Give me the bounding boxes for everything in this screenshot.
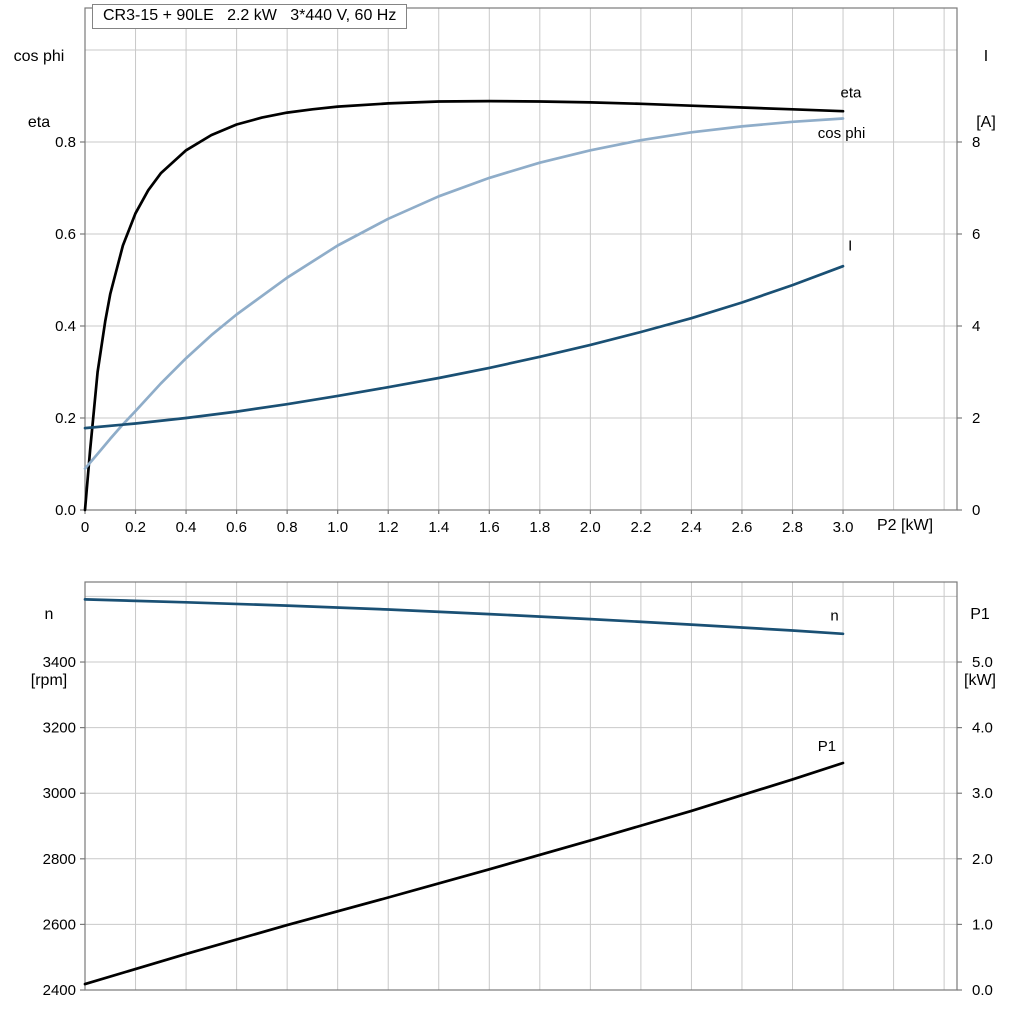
x-axis-tick-label: 0 — [81, 519, 89, 536]
bottom-left-axis-title: n [rpm] — [16, 560, 82, 736]
right-axis-tick-label: 2.0 — [972, 851, 993, 868]
left-axis-tick-label: 3200 — [43, 720, 76, 737]
top-left-axis-title: cos phi eta — [6, 2, 72, 178]
x-axis-tick-label: 2.4 — [681, 519, 702, 536]
speed-unit-label: [rpm] — [30, 672, 68, 689]
curve-label-eta: eta — [841, 84, 863, 101]
curve-current — [83, 264, 845, 430]
left-axis-tick-label: 0.0 — [55, 502, 76, 519]
curve-label-p1: P1 — [818, 738, 836, 755]
left-axis-tick-label: 0.2 — [55, 410, 76, 427]
curve-speed — [83, 598, 845, 636]
left-axis-tick-label: 3400 — [43, 654, 76, 671]
left-axis-tick-label: 0.8 — [55, 134, 76, 151]
right-axis-tick-label: 3.0 — [972, 785, 993, 802]
curve-eta — [83, 99, 845, 512]
curve-p1 — [83, 761, 845, 986]
x-axis-tick-label: 1.0 — [327, 519, 348, 536]
left-axis-tick-label: 2400 — [43, 982, 76, 999]
x-axis-tick-label: 2.6 — [732, 519, 753, 536]
x-axis-tick-label: 2.2 — [630, 519, 651, 536]
right-axis-tick-label: 8 — [972, 134, 980, 151]
current-axis-label: I — [983, 48, 989, 65]
left-axis-tick-label: 0.4 — [55, 318, 76, 335]
top-chart: 0.0 0.2 0.4 0.6 0.8 0 2 4 6 8 0 0.2 0.4 0.6 0.8 1.0 1.2 1… — [55, 7, 980, 536]
x-axis-tick-label: 2.0 — [580, 519, 601, 536]
right-axis-tick-label: 0.0 — [972, 982, 993, 999]
x-axis-tick-label: 3.0 — [833, 519, 854, 536]
x-axis-tick-label: 1.6 — [479, 519, 500, 536]
curve-label-speed: n — [830, 607, 838, 624]
x-axis-tick-label: 1.8 — [529, 519, 550, 536]
x-axis-tick-label: 1.4 — [428, 519, 449, 536]
x-axis-label: P2 [kW] — [877, 517, 934, 534]
speed-axis-label: n — [44, 606, 54, 623]
right-axis-tick-label: 6 — [972, 226, 980, 243]
plot-frame — [84, 7, 958, 511]
plot-frame — [84, 581, 958, 991]
left-axis-tick-label: 2600 — [43, 916, 76, 933]
left-axis-tick-label: 3000 — [43, 785, 76, 802]
x-axis-tick-label: 2.8 — [782, 519, 803, 536]
x-axis-tick-label: 0.8 — [277, 519, 298, 536]
right-axis-tick-label: 5.0 — [972, 654, 993, 671]
eta-axis-label: eta — [27, 114, 51, 131]
curve-label-cos-phi: cos phi — [818, 125, 866, 142]
right-axis-tick-label: 1.0 — [972, 916, 993, 933]
curve-cos-phi — [83, 117, 845, 470]
left-axis-tick-label: 2800 — [43, 851, 76, 868]
right-axis-tick-label: 4.0 — [972, 720, 993, 737]
bottom-chart: 2400 2600 2800 3000 3200 3400 0.0 1.0 2.0 3.0 4.0 5… — [43, 581, 993, 999]
chart-title-box: CR3-15 + 90LE 2.2 kW 3*440 V, 60 Hz — [92, 4, 408, 29]
left-axis-tick-label: 0.6 — [55, 226, 76, 243]
x-axis-tick-label: 1.2 — [378, 519, 399, 536]
cos-phi-axis-label: cos phi — [13, 48, 65, 65]
current-unit-label: [A] — [976, 114, 996, 131]
x-axis-tick-label: 0.4 — [176, 519, 197, 536]
x-axis-tick-label: 0.6 — [226, 519, 247, 536]
right-axis-tick-label: 0 — [972, 502, 980, 519]
curve-label-current: I — [848, 237, 852, 254]
top-right-axis-title: I [A] — [958, 2, 1014, 178]
right-axis-tick-label: 4 — [972, 318, 980, 335]
p1-unit-label: [kW] — [964, 672, 996, 689]
x-axis-tick-label: 0.2 — [125, 519, 146, 536]
right-axis-tick-label: 2 — [972, 410, 980, 427]
p1-axis-label: P1 — [970, 606, 990, 623]
bottom-right-axis-title: P1 [kW] — [950, 560, 1010, 736]
